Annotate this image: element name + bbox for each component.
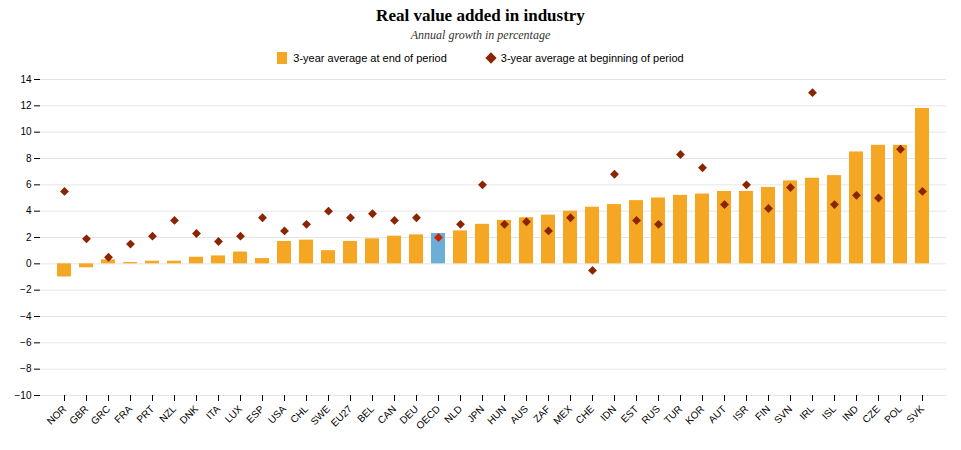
html-text:Annual growth in percentage: Annual growth in percentage [410, 28, 551, 42]
svg-text:SVK: SVK [904, 403, 926, 425]
svg-text:AUT: AUT [706, 403, 728, 425]
svg-text:CZE: CZE [860, 403, 882, 425]
svg-text:IRL: IRL [797, 403, 816, 422]
svg-text:GRC: GRC [89, 403, 113, 427]
svg-text:CHL: CHL [288, 403, 310, 425]
svg-text:BEL: BEL [355, 403, 376, 424]
svg-text:−6: −6 [20, 337, 32, 348]
svg-text:AUS: AUS [508, 403, 531, 426]
svg-text:NOR: NOR [45, 403, 69, 427]
svg-text:PRT: PRT [134, 403, 156, 425]
svg-text:SVN: SVN [772, 403, 794, 425]
svg-text:EST: EST [619, 403, 641, 425]
svg-text:GBR: GBR [67, 403, 90, 426]
svg-text:RUS: RUS [639, 403, 662, 426]
svg-text:−8: −8 [20, 363, 32, 374]
svg-text:ISL: ISL [820, 403, 839, 422]
svg-text:POL: POL [882, 403, 904, 425]
svg-text:10: 10 [20, 126, 32, 137]
svg-text:TUR: TUR [662, 403, 684, 425]
svg-text:JPN: JPN [465, 403, 486, 424]
svg-text:8: 8 [26, 153, 32, 164]
svg-text:12: 12 [20, 100, 32, 111]
svg-text:ZAF: ZAF [531, 403, 552, 424]
svg-text:KOR: KOR [683, 403, 706, 426]
html-text:3-year average at end of perio: 3-year average at end of period [293, 52, 447, 64]
svg-text:FIN: FIN [753, 403, 772, 422]
svg-text:CHE: CHE [573, 403, 596, 426]
svg-text:MEX: MEX [551, 403, 574, 426]
svg-text:OECD: OECD [414, 403, 442, 431]
svg-text:DNK: DNK [177, 403, 200, 426]
svg-text:USA: USA [266, 403, 289, 426]
html-text:3-year average at beginning of: 3-year average at beginning of period [500, 52, 684, 64]
svg-text:EU27: EU27 [329, 403, 355, 429]
svg-text:6: 6 [26, 179, 32, 190]
svg-text:NLD: NLD [442, 403, 464, 425]
svg-text:CAN: CAN [375, 403, 398, 426]
html-text:Real value added in industry: Real value added in industry [376, 6, 585, 25]
svg-text:DEU: DEU [397, 403, 421, 426]
svg-text:SWE: SWE [308, 403, 332, 427]
svg-text:ESP: ESP [244, 403, 266, 425]
svg-text:−10: −10 [15, 390, 32, 401]
svg-text:ISR: ISR [731, 403, 751, 423]
svg-text:IND: IND [840, 403, 860, 423]
svg-text:14: 14 [20, 74, 32, 85]
svg-text:LUX: LUX [223, 403, 245, 425]
svg-text:HUN: HUN [485, 403, 508, 426]
svg-text:NZL: NZL [157, 403, 178, 424]
svg-text:−2: −2 [20, 284, 32, 295]
svg-text:0: 0 [26, 258, 32, 269]
svg-text:2: 2 [26, 232, 32, 243]
svg-text:IDN: IDN [598, 403, 618, 423]
svg-text:FRA: FRA [112, 403, 134, 425]
svg-text:−4: −4 [20, 311, 32, 322]
svg-text:ITA: ITA [204, 403, 222, 421]
svg-text:4: 4 [26, 205, 32, 216]
